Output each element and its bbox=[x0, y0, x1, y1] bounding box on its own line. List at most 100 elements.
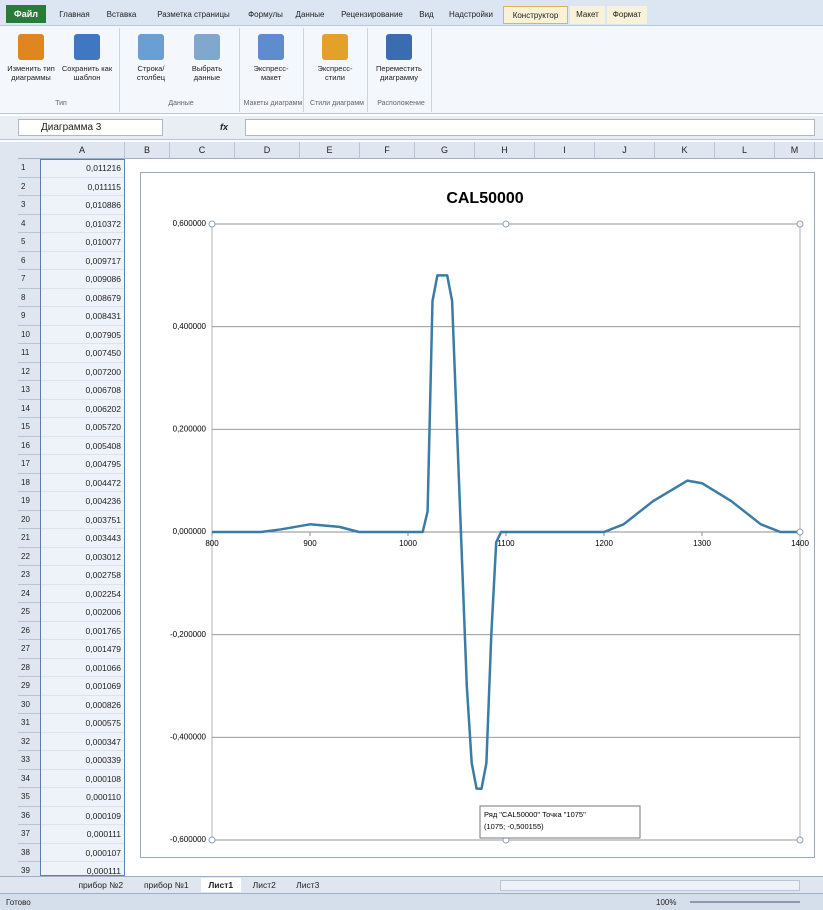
row-header[interactable]: 6 bbox=[18, 251, 40, 270]
row-header[interactable]: 33 bbox=[18, 751, 40, 770]
ribbon-button[interactable]: Изменить тип диаграммы bbox=[7, 64, 55, 82]
row-header[interactable]: 11 bbox=[18, 344, 40, 363]
ribbon-tab[interactable]: Формулы bbox=[248, 10, 283, 19]
row-header[interactable]: 27 bbox=[18, 640, 40, 659]
row-header[interactable]: 21 bbox=[18, 529, 40, 548]
name-box[interactable]: Диаграмма 3 bbox=[18, 119, 163, 136]
zoom-slider[interactable] bbox=[690, 901, 800, 903]
x-tick-label: 1100 bbox=[497, 539, 515, 548]
row-header[interactable]: 15 bbox=[18, 418, 40, 437]
row-header[interactable]: 13 bbox=[18, 381, 40, 400]
row-header[interactable]: 8 bbox=[18, 288, 40, 307]
row-header[interactable]: 7 bbox=[18, 270, 40, 289]
row-header[interactable]: 29 bbox=[18, 677, 40, 696]
ribbon-button[interactable]: Переместить диаграмму bbox=[376, 64, 422, 82]
horizontal-scrollbar[interactable] bbox=[500, 880, 800, 891]
row-header[interactable]: 12 bbox=[18, 362, 40, 381]
ribbon-tab[interactable]: Главная bbox=[59, 10, 90, 19]
column-header[interactable]: K bbox=[655, 142, 715, 159]
row-header[interactable]: 23 bbox=[18, 566, 40, 585]
row-header[interactable]: 25 bbox=[18, 603, 40, 622]
row-header[interactable]: 17 bbox=[18, 455, 40, 474]
sheet-tab[interactable]: прибор №2 bbox=[78, 880, 124, 890]
column-header[interactable]: M bbox=[775, 142, 815, 159]
row-header[interactable]: 34 bbox=[18, 769, 40, 788]
ribbon-button[interactable]: Сохранить как шаблон bbox=[61, 64, 113, 82]
column-header[interactable]: G bbox=[415, 142, 475, 159]
ribbon-tab[interactable]: Разметка страницы bbox=[157, 10, 230, 19]
row-header[interactable]: 35 bbox=[18, 788, 40, 807]
ribbon-tab[interactable]: Вид bbox=[419, 10, 434, 19]
ribbon-group-label: Тип bbox=[55, 100, 67, 107]
row-header[interactable]: 1 bbox=[18, 159, 40, 178]
file-tab[interactable]: Файл bbox=[6, 5, 46, 23]
tooltip-box bbox=[479, 805, 641, 839]
ribbon-tab[interactable]: Формат bbox=[607, 6, 647, 24]
ribbon-group: Переместить диаграмму Расположение bbox=[370, 28, 432, 112]
row-header[interactable]: 32 bbox=[18, 732, 40, 751]
row-header[interactable]: 38 bbox=[18, 843, 40, 862]
row-header[interactable]: 36 bbox=[18, 806, 40, 825]
selection-handle bbox=[502, 220, 510, 228]
ribbon-button[interactable]: Экспресс-макет bbox=[253, 64, 289, 82]
ribbon-button[interactable]: Строка/столбец bbox=[136, 64, 166, 82]
ribbon-group: Строка/столбец Выбрать данные Данные bbox=[122, 28, 240, 112]
column-header[interactable]: B bbox=[125, 142, 170, 159]
row-header[interactable]: 30 bbox=[18, 695, 40, 714]
row-header[interactable]: 26 bbox=[18, 621, 40, 640]
row-header[interactable]: 10 bbox=[18, 325, 40, 344]
formula-input[interactable] bbox=[245, 119, 815, 136]
row-header[interactable]: 3 bbox=[18, 196, 40, 215]
column-header[interactable]: F bbox=[360, 142, 415, 159]
y-tick-label: -0,200000 bbox=[170, 630, 207, 639]
ribbon-button[interactable]: Экспресс-стили bbox=[317, 64, 353, 82]
row-header[interactable]: 22 bbox=[18, 547, 40, 566]
ribbon-icon bbox=[322, 34, 348, 60]
ribbon-button[interactable]: Выбрать данные bbox=[191, 64, 223, 82]
column-header[interactable]: L bbox=[715, 142, 775, 159]
row-header[interactable]: 37 bbox=[18, 825, 40, 844]
sheet-tab[interactable]: Лист1 bbox=[201, 878, 241, 892]
x-tick-label: 1000 bbox=[399, 539, 417, 548]
ribbon-tab[interactable]: Конструктор bbox=[503, 6, 568, 24]
ribbon-group: Экспресс-макет Макеты диаграмм bbox=[242, 28, 304, 112]
chart[interactable]: CAL50000 -0,600000 -0,400000 -0,200000 0,000… bbox=[140, 172, 815, 858]
row-header[interactable]: 16 bbox=[18, 436, 40, 455]
ribbon-tab[interactable]: Вставка bbox=[106, 10, 137, 19]
row-header[interactable]: 24 bbox=[18, 584, 40, 603]
ribbon-tab[interactable]: Данные bbox=[295, 10, 325, 19]
ribbon-tab[interactable]: Надстройки bbox=[449, 10, 493, 19]
row-header[interactable]: 14 bbox=[18, 399, 40, 418]
column-header[interactable]: A bbox=[40, 142, 125, 159]
x-tick-label: 1200 bbox=[595, 539, 613, 548]
column-header[interactable]: E bbox=[300, 142, 360, 159]
column-header[interactable]: D bbox=[235, 142, 300, 159]
fx-button[interactable]: fx bbox=[220, 122, 229, 132]
ribbon-tab[interactable]: Рецензирование bbox=[341, 10, 403, 19]
selection-handle bbox=[208, 220, 216, 228]
y-tick-label: 0,200000 bbox=[173, 424, 207, 433]
row-header[interactable]: 4 bbox=[18, 214, 40, 233]
row-header[interactable]: 28 bbox=[18, 658, 40, 677]
sheet-tab[interactable]: прибор №1 bbox=[143, 880, 189, 890]
row-header[interactable]: 31 bbox=[18, 714, 40, 733]
row-header-strip bbox=[0, 142, 18, 876]
row-header[interactable]: 18 bbox=[18, 473, 40, 492]
sheet-tab[interactable]: Лист2 bbox=[252, 880, 276, 890]
ribbon-group-label: Макеты диаграмм bbox=[243, 100, 303, 107]
ribbon-body: Изменить тип диаграммы Сохранить как шабл… bbox=[0, 26, 823, 114]
row-header[interactable]: 2 bbox=[18, 177, 40, 196]
column-header[interactable]: H bbox=[475, 142, 535, 159]
column-header[interactable]: J bbox=[595, 142, 655, 159]
row-header[interactable]: 20 bbox=[18, 510, 40, 529]
column-header[interactable]: I bbox=[535, 142, 595, 159]
row-header[interactable]: 9 bbox=[18, 307, 40, 326]
sheet-tabs: прибор №2 прибор №1 Лист1 Лист2 Лист3 bbox=[0, 876, 823, 893]
column-header[interactable]: C bbox=[170, 142, 235, 159]
ribbon-tab[interactable]: Макет bbox=[570, 6, 605, 24]
sheet-tab[interactable]: Лист3 bbox=[296, 880, 320, 890]
row-header[interactable]: 5 bbox=[18, 233, 40, 252]
row-header[interactable]: 19 bbox=[18, 492, 40, 511]
zoom-level[interactable]: 100% bbox=[656, 898, 677, 907]
